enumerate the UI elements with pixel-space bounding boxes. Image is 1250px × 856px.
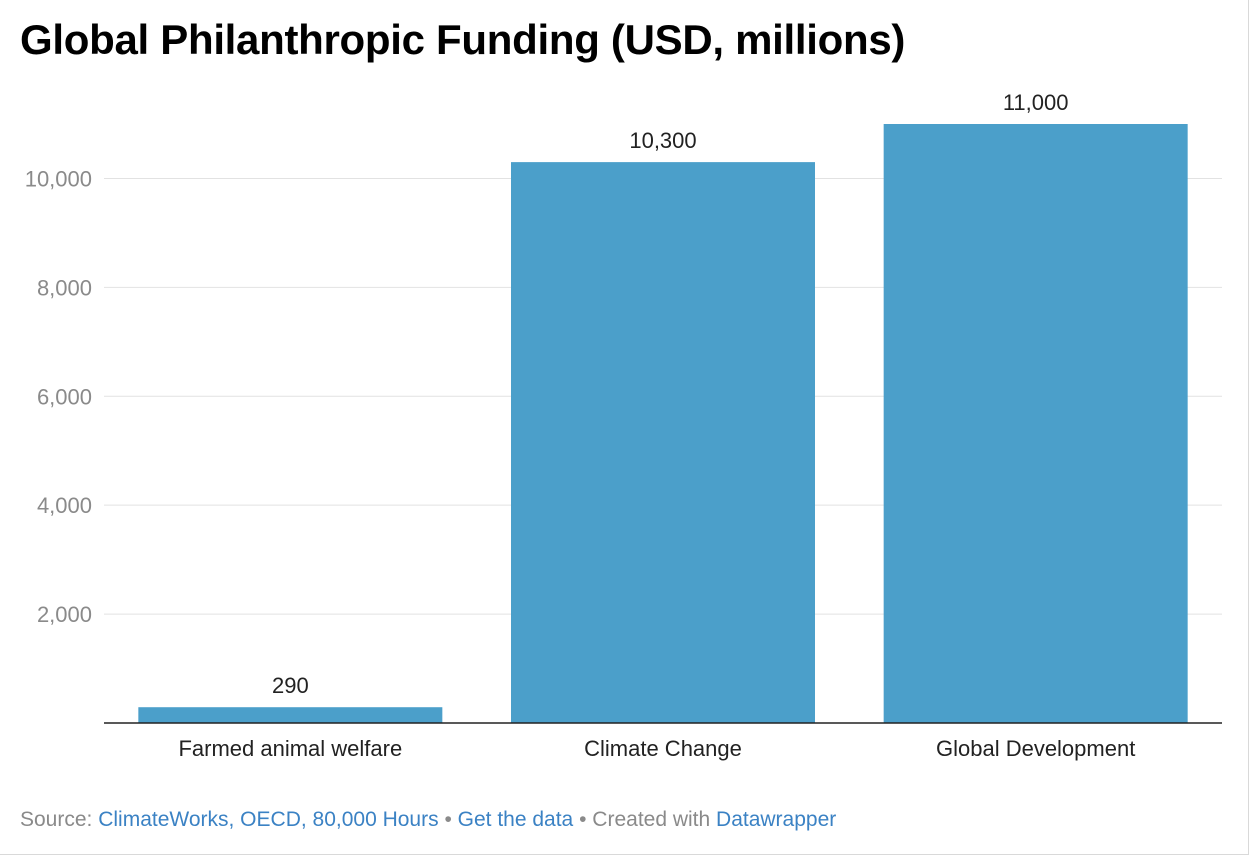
category-label: Farmed animal welfare [178, 736, 402, 761]
footer-separator: • [444, 808, 452, 831]
bar-value-label: 10,300 [629, 128, 696, 153]
bar [138, 707, 443, 723]
datawrapper-link[interactable]: Datawrapper [716, 808, 837, 831]
bar [511, 162, 815, 724]
bars [138, 124, 1188, 724]
y-tick-label: 4,000 [37, 493, 92, 518]
y-tick-label: 8,000 [37, 275, 92, 300]
y-tick-label: 6,000 [37, 384, 92, 409]
category-label: Global Development [936, 736, 1135, 761]
category-labels: Farmed animal welfare Climate Change Globa… [178, 736, 1135, 761]
chart-footer: Source: ClimateWorks, OECD, 80,000 Hours… [20, 808, 836, 832]
get-the-data-link[interactable]: Get the data [457, 808, 574, 831]
created-with-prefix: Created with [592, 808, 711, 831]
y-axis-ticks: 2,000 4,000 6,000 8,000 10,000 [25, 166, 92, 627]
bar [883, 124, 1188, 723]
footer-separator: • [579, 808, 587, 831]
source-link[interactable]: ClimateWorks, OECD, 80,000 Hours [98, 808, 439, 831]
value-labels: 290 10,300 11,000 [272, 90, 1069, 698]
y-tick-label: 2,000 [37, 602, 92, 627]
y-tick-label: 10,000 [25, 166, 92, 191]
category-label: Climate Change [584, 736, 742, 761]
chart-title: Global Philanthropic Funding (USD, milli… [20, 16, 906, 63]
bar-value-label: 290 [272, 673, 309, 698]
bar-chart: 2,000 4,000 6,000 8,000 10,000 290 10,300 11,0… [25, 90, 1222, 761]
source-prefix: Source: [20, 808, 93, 831]
bar-value-label: 11,000 [1003, 90, 1069, 115]
